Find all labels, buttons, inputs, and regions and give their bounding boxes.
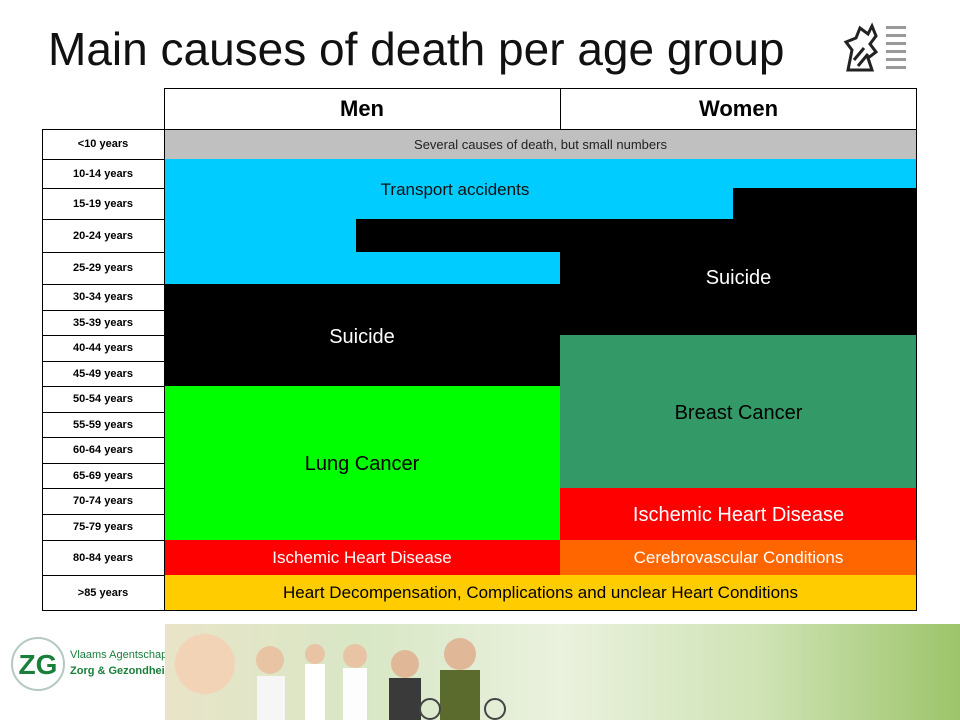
table-border bbox=[42, 335, 164, 336]
zg-logo: ZG Vlaams Agentschap Zorg & Gezondheid bbox=[8, 630, 171, 700]
cause-block-suicide-women bbox=[733, 188, 917, 219]
table-border bbox=[560, 88, 561, 129]
cause-block-transport bbox=[164, 219, 356, 252]
table-border bbox=[42, 540, 164, 541]
cause-block-suicide-men bbox=[356, 219, 560, 252]
cause-label-ihd-men: Ischemic Heart Disease bbox=[272, 548, 452, 567]
table-border bbox=[916, 88, 917, 610]
table-border bbox=[42, 386, 164, 387]
table-border bbox=[42, 488, 164, 489]
cause-block-heart-decompensation bbox=[164, 575, 917, 610]
svg-text:Zorg & Gezondheid: Zorg & Gezondheid bbox=[70, 665, 168, 677]
age-label: 70-74 years bbox=[42, 488, 164, 514]
table-border bbox=[42, 129, 43, 610]
cause-label-transport: Transport accidents bbox=[380, 180, 530, 199]
table-border bbox=[42, 219, 164, 220]
cause-block-transport bbox=[164, 252, 560, 284]
age-label: 75-79 years bbox=[42, 514, 164, 540]
age-label: >85 years bbox=[42, 575, 164, 610]
zg-logo-icon: ZG Vlaams Agentschap Zorg & Gezondheid bbox=[11, 637, 171, 691]
cause-label-suicide-women: Suicide bbox=[705, 266, 772, 289]
table-border bbox=[42, 437, 164, 438]
cause-block-ihd-men bbox=[164, 540, 560, 575]
cause-block-ihd-women bbox=[560, 488, 917, 540]
age-label: 80-84 years bbox=[42, 540, 164, 575]
cause-block-suicide-men bbox=[164, 284, 560, 386]
age-label: 10-14 years bbox=[42, 159, 164, 188]
age-label: 20-24 years bbox=[42, 219, 164, 252]
age-label: 45-49 years bbox=[42, 361, 164, 386]
svg-text:ZG: ZG bbox=[19, 649, 58, 680]
age-label: 40-44 years bbox=[42, 335, 164, 361]
table-border bbox=[42, 252, 164, 253]
footer-photo-people bbox=[165, 624, 960, 720]
age-label: 35-39 years bbox=[42, 310, 164, 335]
table-border bbox=[164, 88, 165, 610]
table-border bbox=[42, 412, 164, 413]
table-border bbox=[42, 129, 917, 130]
table-border bbox=[42, 310, 164, 311]
header-women: Women bbox=[560, 88, 917, 129]
table-border bbox=[42, 575, 164, 576]
cause-block-suicide-women bbox=[560, 219, 917, 335]
cause-label-breast-cancer: Breast Cancer bbox=[674, 401, 803, 424]
age-label: 30-34 years bbox=[42, 284, 164, 310]
age-label: 50-54 years bbox=[42, 386, 164, 412]
table-border bbox=[42, 188, 164, 189]
cause-label-ihd-women: Ischemic Heart Disease bbox=[632, 503, 845, 526]
flemish-lion-logo-icon bbox=[843, 22, 906, 72]
cause-block-transport bbox=[164, 188, 733, 219]
table-border bbox=[42, 361, 164, 362]
table-border bbox=[164, 88, 917, 89]
age-label: 60-64 years bbox=[42, 437, 164, 463]
cause-label-lung-cancer: Lung Cancer bbox=[304, 452, 420, 475]
age-label: 25-29 years bbox=[42, 252, 164, 284]
cause-label-heart-decompensation: Heart Decompensation, Complications and … bbox=[283, 583, 798, 602]
header-men: Men bbox=[164, 88, 560, 129]
cause-label-several: Several causes of death, but small numbe… bbox=[414, 136, 667, 152]
age-label: <10 years bbox=[42, 129, 164, 159]
cause-label-suicide-men: Suicide bbox=[329, 325, 395, 348]
cause-block-transport bbox=[164, 159, 917, 188]
cause-block-breast-cancer bbox=[560, 335, 917, 488]
table-border bbox=[42, 284, 164, 285]
cause-block-lung-cancer bbox=[164, 386, 560, 540]
age-label: 65-69 years bbox=[42, 463, 164, 488]
cause-label-cerebrovascular: Cerebrovascular Conditions bbox=[633, 548, 844, 567]
svg-text:Vlaams Agentschap: Vlaams Agentschap bbox=[70, 649, 167, 661]
table-border bbox=[42, 514, 164, 515]
age-label: 15-19 years bbox=[42, 188, 164, 219]
cause-block-several bbox=[164, 129, 917, 159]
table-border bbox=[42, 610, 917, 611]
cause-block-cerebrovascular bbox=[560, 540, 917, 575]
table-border bbox=[42, 159, 164, 160]
age-label: 55-59 years bbox=[42, 412, 164, 437]
page-title: Main causes of death per age group bbox=[48, 23, 785, 75]
table-border bbox=[42, 463, 164, 464]
